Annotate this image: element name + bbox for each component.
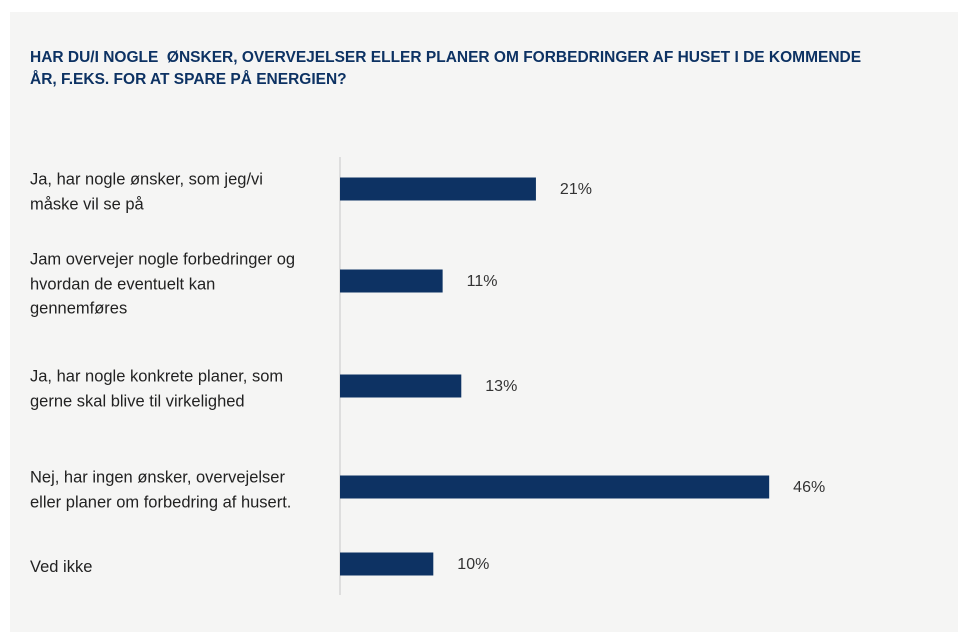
value-label: 21% (560, 181, 592, 198)
value-label: 13% (485, 378, 517, 395)
bar (340, 552, 434, 576)
bar (340, 475, 770, 499)
value-label: 11% (467, 273, 498, 290)
category-label: Ved ikke (30, 557, 93, 576)
chart-title: HAR DU/I NOGLE ØNSKER, OVERVEJELSER ELLE… (30, 49, 866, 88)
category-label: Ja, har nogle konkrete planer, som gerne… (30, 367, 284, 411)
category-label: Ja, har nogle ønsker, som jeg/vi måske v… (30, 170, 263, 214)
bar (340, 177, 536, 201)
category-label: Jam overvejer nogle forbedringer og hvor… (30, 250, 296, 318)
bar (340, 374, 462, 398)
value-label: 46% (793, 479, 825, 496)
card (10, 12, 958, 632)
bar (340, 269, 443, 293)
category-label: Nej, har ingen ønsker, overvejelser elle… (30, 468, 292, 512)
value-label: 10% (457, 556, 489, 573)
